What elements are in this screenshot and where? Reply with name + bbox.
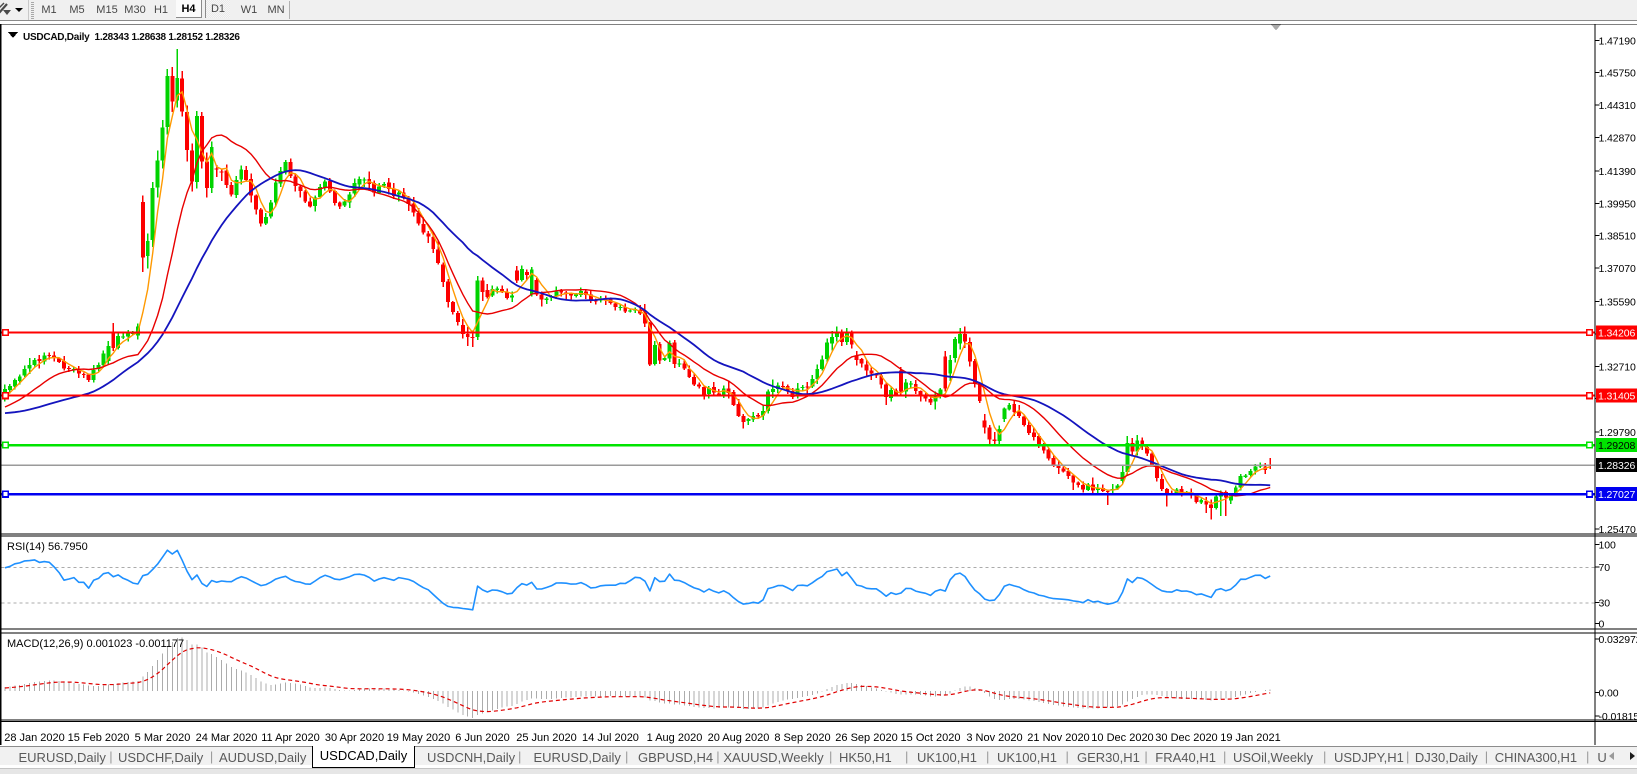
- svg-text:5 Mar 2020: 5 Mar 2020: [135, 732, 191, 744]
- svg-text:1.42870: 1.42870: [1599, 133, 1637, 145]
- svg-text:RSI(14) 56.7950: RSI(14) 56.7950: [7, 541, 88, 553]
- svg-text:100: 100: [1599, 540, 1616, 552]
- svg-text:1.41390: 1.41390: [1599, 166, 1637, 178]
- svg-text:1.47190: 1.47190: [1599, 35, 1637, 47]
- svg-text:MACD(12,26,9) 0.001023 -0.0011: MACD(12,26,9) 0.001023 -0.001177: [7, 638, 184, 650]
- svg-text:15 Feb 2020: 15 Feb 2020: [68, 732, 130, 744]
- svg-text:0.032972: 0.032972: [1599, 634, 1637, 646]
- svg-text:0: 0: [1599, 618, 1605, 630]
- svg-text:14 Jul 2020: 14 Jul 2020: [582, 732, 639, 744]
- svg-text:1.35590: 1.35590: [1599, 296, 1637, 308]
- svg-text:1.29790: 1.29790: [1599, 427, 1637, 439]
- svg-text:24 Mar 2020: 24 Mar 2020: [196, 732, 258, 744]
- svg-text:1.25470: 1.25470: [1599, 524, 1637, 536]
- svg-text:1.39950: 1.39950: [1599, 198, 1637, 210]
- svg-text:-0.018154: -0.018154: [1599, 711, 1637, 723]
- svg-text:1.45750: 1.45750: [1599, 68, 1637, 80]
- svg-text:1.38510: 1.38510: [1599, 231, 1637, 243]
- svg-text:0.00: 0.00: [1599, 688, 1619, 700]
- svg-text:30: 30: [1599, 598, 1611, 610]
- svg-text:25 Jun 2020: 25 Jun 2020: [516, 732, 577, 744]
- svg-text:30 Dec 2020: 30 Dec 2020: [1155, 732, 1217, 744]
- svg-text:19 Jan 2021: 19 Jan 2021: [1220, 732, 1281, 744]
- svg-text:20 Aug 2020: 20 Aug 2020: [708, 732, 770, 744]
- svg-text:26 Sep 2020: 26 Sep 2020: [835, 732, 897, 744]
- svg-text:3 Nov 2020: 3 Nov 2020: [966, 732, 1022, 744]
- svg-text:1.27027: 1.27027: [1598, 489, 1636, 501]
- svg-text:19 May 2020: 19 May 2020: [387, 732, 451, 744]
- svg-text:1.28326: 1.28326: [1598, 460, 1636, 472]
- svg-text:1.37070: 1.37070: [1599, 263, 1637, 275]
- svg-text:70: 70: [1599, 562, 1611, 574]
- svg-text:1.29208: 1.29208: [1598, 440, 1636, 452]
- svg-text:6 Jun 2020: 6 Jun 2020: [455, 732, 509, 744]
- svg-text:10 Dec 2020: 10 Dec 2020: [1091, 732, 1153, 744]
- svg-text:1.31405: 1.31405: [1598, 391, 1636, 403]
- svg-text:28 Jan 2020: 28 Jan 2020: [4, 732, 65, 744]
- svg-text:1 Aug 2020: 1 Aug 2020: [647, 732, 703, 744]
- svg-text:8 Sep 2020: 8 Sep 2020: [774, 732, 830, 744]
- svg-text:15 Oct 2020: 15 Oct 2020: [901, 732, 961, 744]
- svg-text:1.32710: 1.32710: [1599, 361, 1637, 373]
- svg-text:1.44310: 1.44310: [1599, 100, 1637, 112]
- svg-text:30 Apr 2020: 30 Apr 2020: [325, 732, 384, 744]
- svg-text:USDCAD,Daily 1.28343 1.28638: USDCAD,Daily 1.28343 1.28638 1.28152 1.2…: [23, 32, 240, 43]
- svg-text:11 Apr 2020: 11 Apr 2020: [261, 732, 320, 744]
- svg-text:1.34206: 1.34206: [1598, 328, 1636, 340]
- svg-text:21 Nov 2020: 21 Nov 2020: [1027, 732, 1089, 744]
